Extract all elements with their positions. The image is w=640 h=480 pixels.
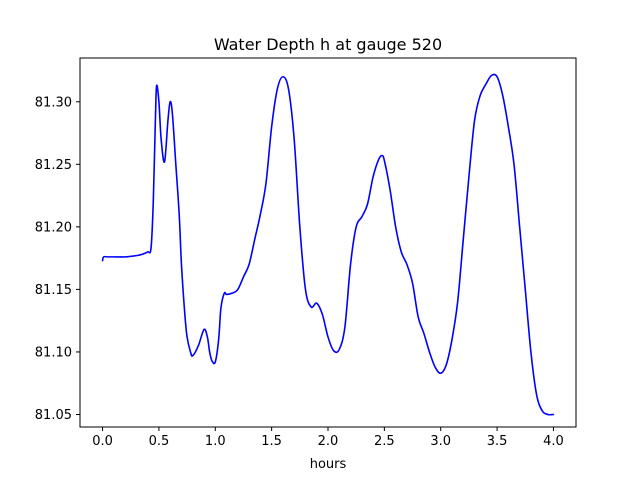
y-tick-label: 81.10 (35, 345, 72, 360)
y-tick-label: 81.25 (35, 158, 72, 173)
y-tick-label: 81.30 (35, 95, 72, 110)
x-tick-label: 2.5 (374, 434, 395, 449)
x-tick-label: 4.0 (543, 434, 564, 449)
y-tick-label: 81.20 (35, 220, 72, 235)
x-tick-label: 1.0 (205, 434, 226, 449)
x-tick-label: 3.5 (487, 434, 508, 449)
x-axis-label: hours (310, 457, 347, 472)
chart-title: Water Depth h at gauge 520 (214, 35, 442, 54)
y-tick-label: 81.15 (35, 283, 72, 298)
x-axis: 0.0 0.5 1.0 1.5 2.0 2.5 3.0 3.5 4.0 (92, 427, 564, 449)
plot-area (101, 73, 555, 416)
x-tick-label: 3.0 (430, 434, 451, 449)
y-axis: 81.05 81.10 81.15 81.20 81.25 81.30 (35, 95, 80, 423)
y-tick-label: 81.05 (35, 408, 72, 423)
x-tick-label: 1.5 (261, 434, 282, 449)
x-tick-label: 0.0 (92, 434, 113, 449)
series-line (101, 73, 555, 416)
x-tick-label: 2.0 (318, 434, 339, 449)
x-tick-label: 0.5 (149, 434, 170, 449)
